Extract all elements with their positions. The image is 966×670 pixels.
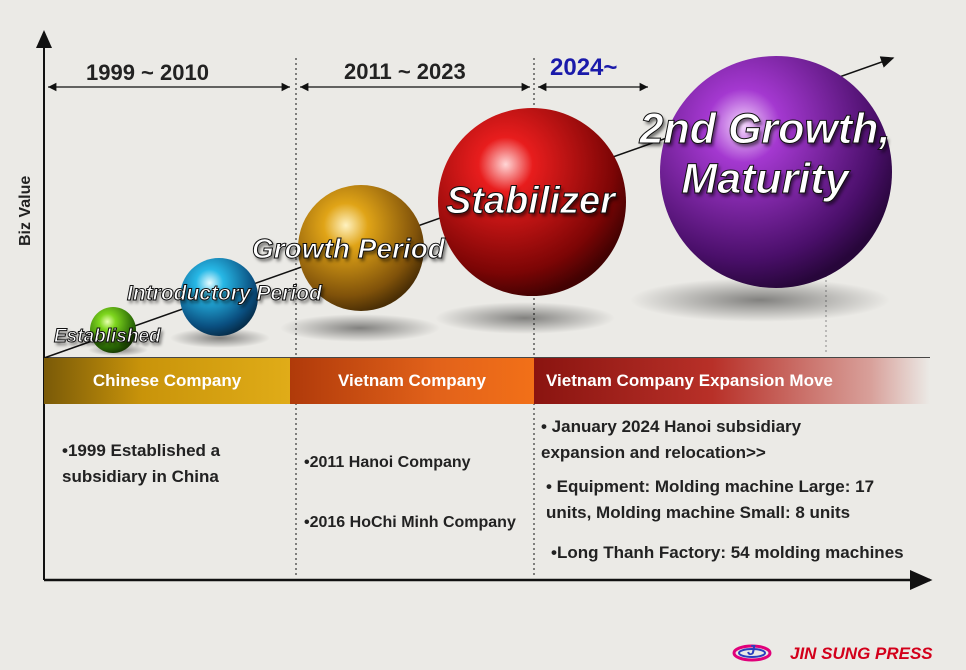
- sphere-stabilizer: [438, 108, 626, 296]
- stage-label-stabilizer: Stabilizer: [446, 180, 616, 223]
- sphere-maturity: [660, 56, 892, 288]
- details-expansion-line: • Equipment: Molding machine Large: 17: [546, 477, 875, 496]
- period-label-current: 2024~: [550, 54, 618, 81]
- jin-sung-logo-text: JIN SUNG PRESS: [790, 644, 933, 663]
- jin-sung-logo-letter: J: [747, 642, 756, 659]
- details-expansion-line: • January 2024 Hanoi subsidiary: [541, 417, 802, 436]
- y-axis-label: Biz Value: [17, 175, 34, 246]
- details-vietnam-item: •2016 HoChi Minh Company: [304, 514, 516, 531]
- period-label-2: 2011 ~ 2023: [344, 59, 466, 84]
- details-expansion: • January 2024 Hanoi subsidiary expansio…: [541, 414, 904, 566]
- details-expansion-line: expansion and relocation>>: [541, 443, 766, 462]
- band-chinese-company: Chinese Company: [44, 358, 290, 404]
- stage-label-growth: Growth Period: [252, 233, 446, 265]
- details-expansion-line: units, Molding machine Small: 8 units: [546, 503, 851, 522]
- sphere-introductory: [180, 258, 258, 336]
- jin-sung-logo-mark: [732, 644, 772, 662]
- details-china-line: •1999 Established a: [62, 441, 221, 460]
- stage-label-maturity-line1: 2nd Growth,: [639, 105, 891, 154]
- details-vietnam-item: •2011 Hanoi Company: [304, 454, 471, 471]
- sphere-established: [90, 307, 136, 353]
- stage-label-introductory: Introductory Period: [127, 282, 323, 306]
- details-china-line: subsidiary in China: [62, 467, 219, 486]
- details-expansion-line: •Long Thanh Factory: 54 molding machines: [551, 543, 904, 562]
- stage-label-maturity-line2: Maturity: [681, 155, 849, 204]
- stage-label-established: Established: [54, 326, 162, 348]
- details-china: •1999 Established a subsidiary in China: [62, 438, 220, 490]
- sphere-growth: [298, 185, 424, 311]
- band-vietnam-company: Vietnam Company: [290, 358, 534, 404]
- period-label-1: 1999 ~ 2010: [86, 60, 209, 85]
- band-vietnam-expansion: Vietnam Company Expansion Move: [534, 358, 930, 404]
- details-vietnam: •2011 Hanoi Company •2016 HoChi Minh Com…: [304, 450, 516, 536]
- stage-label-maturity: 2nd Growth, Maturity: [630, 104, 900, 204]
